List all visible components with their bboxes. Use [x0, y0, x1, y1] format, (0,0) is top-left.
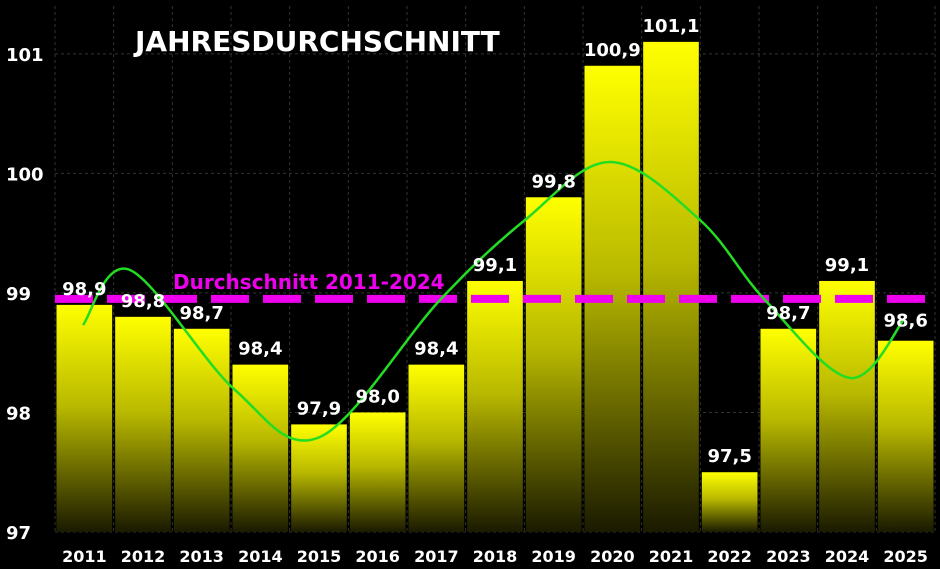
data-label: 98,7 — [766, 303, 810, 324]
trend-line-group — [81, 160, 906, 442]
data-label: 99,8 — [531, 171, 575, 192]
x-tick-label: 2017 — [414, 547, 459, 566]
data-label: 99,1 — [825, 255, 869, 276]
x-tick-label: 2024 — [825, 547, 870, 566]
x-tick-label: 2020 — [590, 547, 635, 566]
bar — [643, 41, 699, 532]
data-labels: 98,9 98,8 98,7 98,4 97,9 98,0 98,4 99,1 99,8 100,… — [62, 16, 928, 467]
data-label: 97,5 — [707, 446, 751, 467]
bar — [760, 328, 817, 532]
bar — [56, 304, 113, 532]
chart-title: JAHRESDURCHSCHNITT — [133, 25, 500, 58]
bar — [291, 424, 347, 532]
bar — [877, 340, 934, 532]
trend-line — [81, 160, 906, 442]
data-label: 98,4 — [414, 339, 458, 360]
data-label: 101,1 — [643, 16, 700, 37]
average-line-label: Durchschnitt 2011-2024 — [173, 270, 445, 294]
bar — [173, 328, 230, 532]
x-tick-label: 2022 — [707, 547, 752, 566]
bar — [525, 197, 582, 533]
data-label: 98,0 — [355, 386, 399, 407]
bar — [115, 316, 171, 532]
data-label: 98,8 — [121, 291, 165, 312]
bar — [467, 280, 523, 532]
x-tick-label: 2025 — [883, 547, 928, 566]
bar — [232, 364, 289, 532]
axes: 97 98 99 100 101 2011 2012 2013 2014 2015 2016 2017… — [6, 45, 928, 566]
bar — [408, 364, 465, 532]
data-label: 98,6 — [883, 311, 927, 332]
x-tick-label: 2019 — [531, 547, 576, 566]
data-label: 100,9 — [584, 40, 641, 61]
data-label: 98,7 — [179, 303, 223, 324]
x-tick-label: 2018 — [473, 547, 518, 566]
data-label: 99,1 — [473, 255, 517, 276]
bar — [349, 412, 406, 532]
data-label: 97,9 — [297, 398, 341, 419]
y-tick-label: 98 — [6, 403, 31, 424]
x-tick-label: 2016 — [355, 547, 400, 566]
x-tick-label: 2015 — [297, 547, 342, 566]
x-tick-label: 2012 — [121, 547, 166, 566]
x-tick-label: 2023 — [766, 547, 811, 566]
y-tick-label: 100 — [6, 164, 44, 185]
x-tick-label: 2011 — [62, 547, 107, 566]
y-tick-label: 99 — [6, 284, 31, 305]
y-tick-label: 101 — [6, 45, 44, 66]
x-tick-label: 2021 — [649, 547, 694, 566]
y-tick-label: 97 — [6, 523, 31, 544]
data-label: 98,9 — [62, 279, 106, 300]
bar — [819, 280, 875, 532]
x-tick-label: 2013 — [179, 547, 224, 566]
data-label: 98,4 — [238, 339, 282, 360]
x-tick-label: 2014 — [238, 547, 283, 566]
bar — [701, 472, 758, 532]
